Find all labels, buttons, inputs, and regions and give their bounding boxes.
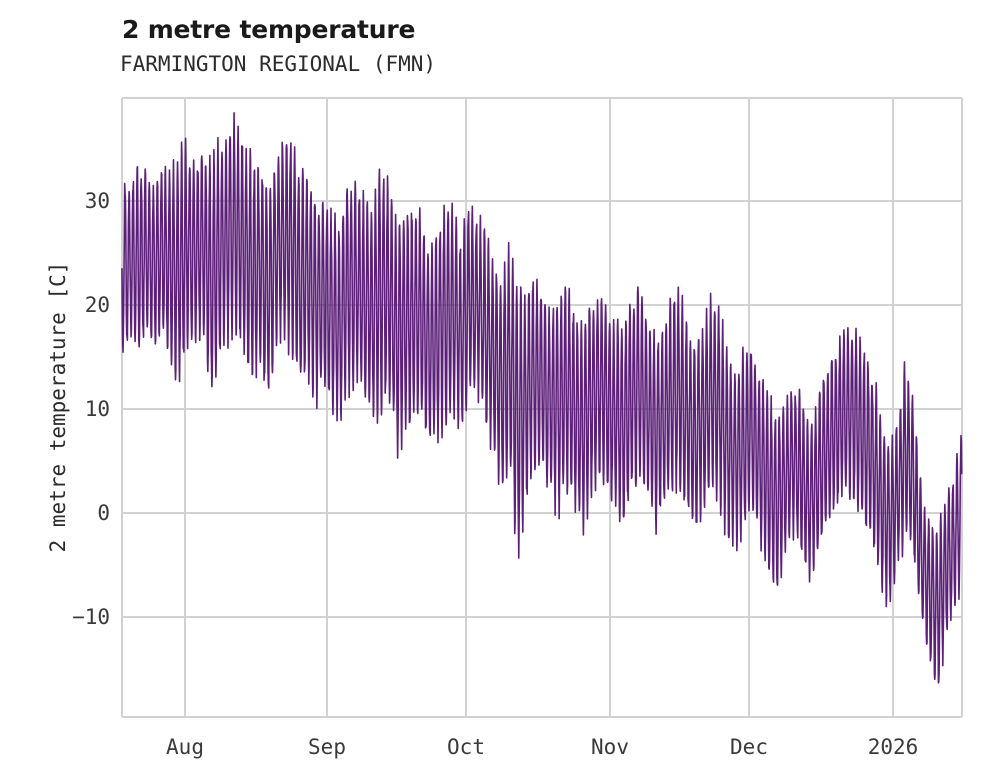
x-tick-aug: Aug: [166, 735, 204, 759]
temperature-series: [121, 112, 963, 684]
y-tick-10: 10: [84, 397, 110, 421]
page-title: 2 metre temperature: [122, 15, 416, 44]
y-tick-0: 0: [97, 501, 110, 525]
x-tick-sep: Sep: [308, 735, 346, 759]
x-tick-dec: Dec: [730, 735, 768, 759]
x-tick-2026: 2026: [867, 735, 919, 759]
y-tick-30: 30: [84, 189, 110, 213]
x-tick-oct: Oct: [447, 735, 485, 759]
chart-subtitle: FARMINGTON REGIONAL (FMN): [120, 52, 437, 76]
y-tick-20: 20: [84, 293, 110, 317]
x-tick-nov: Nov: [591, 735, 629, 759]
y-tick-minus10: −10: [72, 605, 110, 629]
